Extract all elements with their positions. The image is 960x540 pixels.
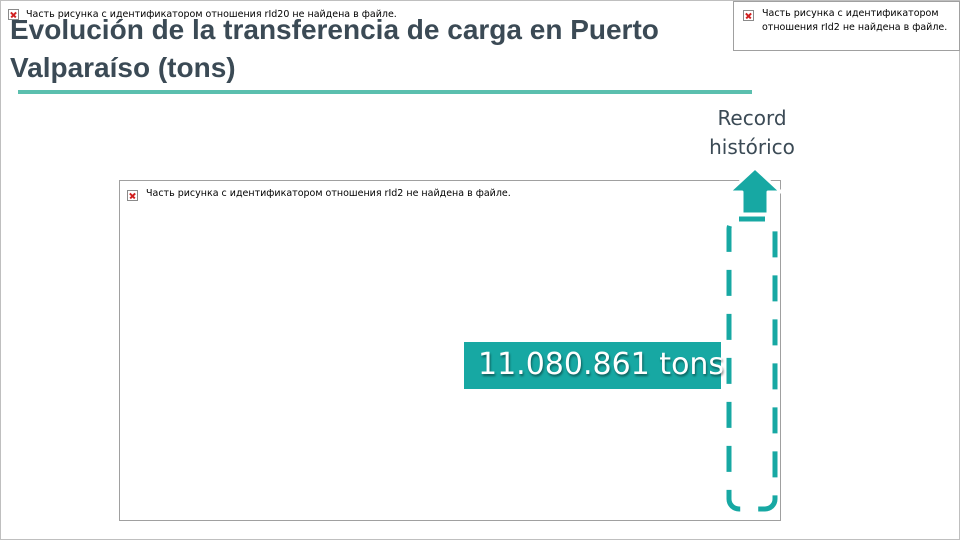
broken-image-message: Часть рисунка с идентификатором отношени… xyxy=(762,8,948,33)
broken-image-icon xyxy=(127,190,138,201)
broken-image-icon xyxy=(743,10,754,21)
record-value: 11.080.861 tons xyxy=(478,347,725,382)
record-value-box: 11.080.861 tons xyxy=(464,342,725,389)
broken-image-message: Часть рисунка с идентификатором отношени… xyxy=(146,188,511,199)
chart-image-placeholder: Часть рисунка с идентификатором отношени… xyxy=(119,180,781,521)
broken-image-message: Часть рисунка с идентификатором отношени… xyxy=(26,9,397,20)
slide-title: Evolución de la transferencia de carga e… xyxy=(10,14,659,83)
title-underline xyxy=(18,90,752,94)
broken-image-icon xyxy=(8,9,19,20)
broken-image-top-left xyxy=(2,2,22,22)
record-label: Record histórico xyxy=(709,106,795,159)
broken-image-top-right: Часть рисунка с идентификатором отношени… xyxy=(733,1,960,51)
arrow-up-icon xyxy=(727,166,783,216)
record-highlight-frame xyxy=(726,216,778,512)
